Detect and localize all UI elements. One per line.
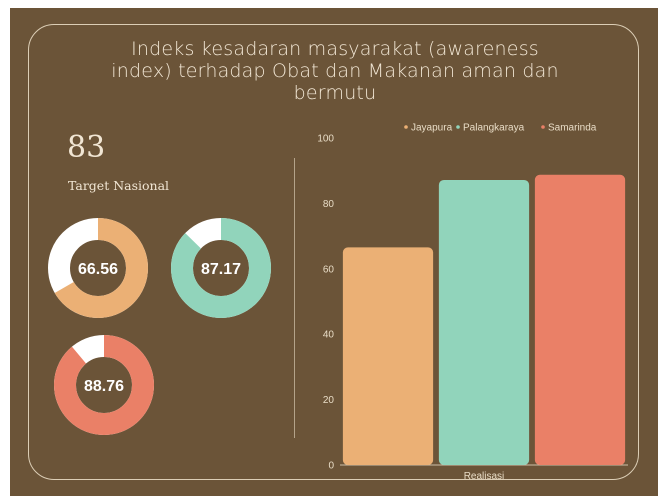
bar-samarinda <box>534 174 626 465</box>
x-category-label: Realisasi <box>464 471 505 482</box>
bar-jayapura <box>342 247 434 465</box>
infographic-canvas: Indeks kesadaran masyarakat (awareness i… <box>10 8 658 496</box>
legend-marker <box>456 125 460 129</box>
y-tick-label: 40 <box>323 330 335 341</box>
legend-marker <box>541 125 545 129</box>
target-label: Target Nasional <box>68 178 170 193</box>
donut-jayapura: 66.56 <box>48 218 148 318</box>
rounded-frame <box>28 24 639 480</box>
target-value: 83 <box>67 130 106 165</box>
bar-chart: 0 20 40 60 80 100 Realisasi Jayapura Palangkaray… <box>317 123 628 482</box>
legend-label: Palangkaraya <box>463 123 525 134</box>
legend-label: Jayapura <box>411 123 453 134</box>
y-tick-label: 20 <box>323 395 335 406</box>
bar-palangkaraya <box>438 179 530 465</box>
y-tick-label: 100 <box>317 134 334 145</box>
donut-samarinda: 88.76 <box>54 335 154 435</box>
chart-title: Indeks kesadaran masyarakat (awareness i… <box>111 38 559 104</box>
donut-palangkaraya: 87.17 <box>171 218 271 318</box>
donut-label: 66.56 <box>78 261 118 278</box>
donut-value-arc <box>48 218 148 318</box>
y-tick-label: 60 <box>323 264 335 275</box>
donut-value-arc <box>171 218 271 318</box>
legend-marker <box>404 125 408 129</box>
y-tick-label: 0 <box>328 461 334 472</box>
legend-label: Samarinda <box>548 123 597 134</box>
donut-label: 88.76 <box>84 378 124 395</box>
y-tick-label: 80 <box>323 199 335 210</box>
donut-label: 87.17 <box>201 261 241 278</box>
divider <box>294 158 295 438</box>
donut-value-arc <box>54 335 154 435</box>
